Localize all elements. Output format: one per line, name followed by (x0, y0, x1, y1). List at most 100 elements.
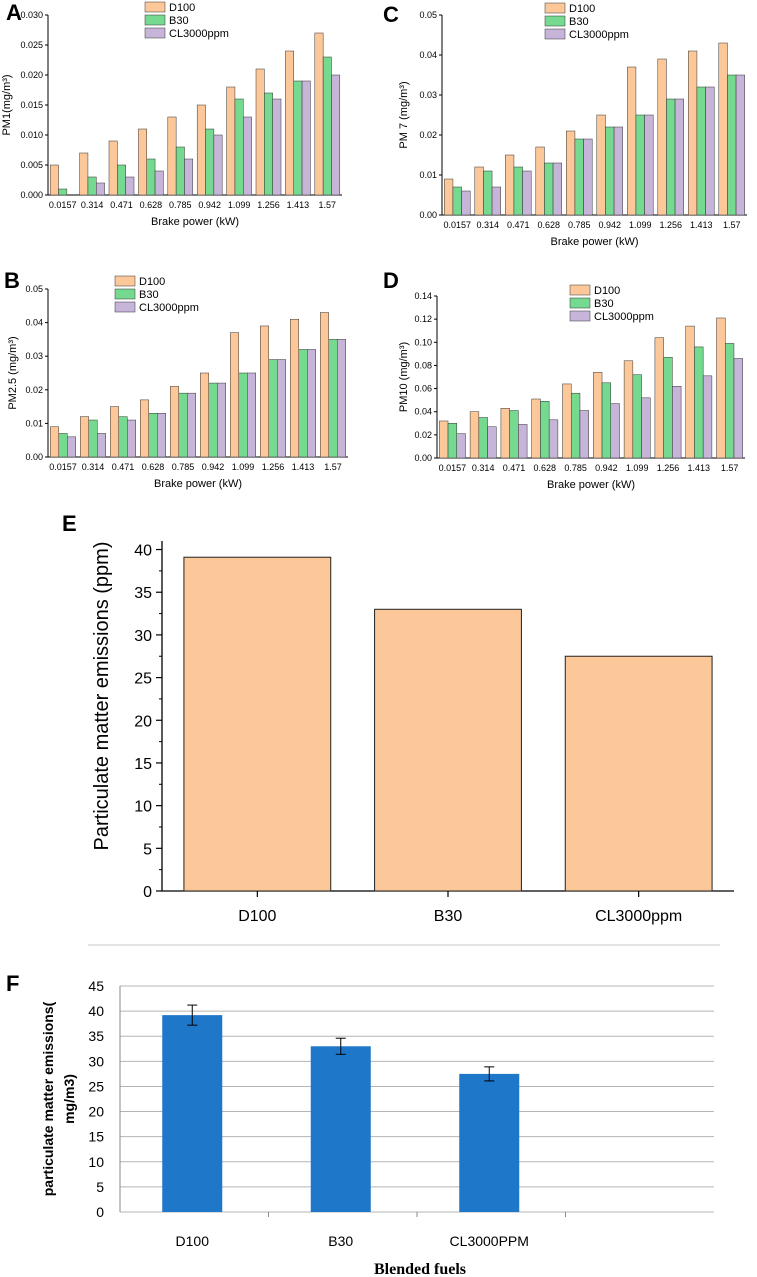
x-axis-title: Brake power (kW) (550, 236, 638, 248)
bar-b30 (234, 98, 244, 196)
y-tick-label: 0.08 (414, 360, 432, 370)
y-tick-label: 0.12 (414, 314, 432, 324)
x-tick-label: 0.628 (537, 220, 560, 230)
bar-b30 (663, 357, 673, 459)
bar-b30 (605, 126, 615, 216)
x-tick-label: CL3000ppm (595, 908, 682, 925)
y-tick-label: 0.005 (20, 160, 43, 170)
legend-label: D100 (169, 2, 195, 14)
y-tick-label: 30 (134, 628, 152, 645)
bar-d100 (49, 164, 59, 196)
bar-d100 (562, 383, 572, 459)
bar-d100 (654, 337, 664, 459)
y-tick-label: 0.015 (20, 100, 43, 110)
bar-d100 (469, 411, 480, 459)
legend-label: D100 (569, 3, 595, 15)
y-tick-label: 0.00 (414, 453, 432, 463)
bar-cl3000ppm (702, 375, 713, 459)
legend-label: B30 (169, 15, 189, 27)
x-tick-label: 0.314 (472, 463, 495, 473)
x-tick-label: 1.256 (262, 462, 285, 472)
x-axis-title: Blended fuels (374, 1261, 466, 1277)
y-tick-label: 25 (88, 1078, 104, 1094)
bar-b30 (268, 359, 278, 458)
bar-d100 (108, 140, 118, 196)
chart-panel-f: F 0 5 10 15 20 25 30 35 40 45 D100 B30 CL3000PPM part… (6, 944, 720, 1277)
x-tick-label: 0.471 (507, 220, 530, 230)
bar-d100 (685, 325, 695, 459)
bar-b30 (513, 166, 523, 216)
x-tick-label: 1.256 (657, 463, 680, 473)
y-axis-title-line1: particulate matter emissions( (40, 1001, 56, 1196)
y-tick-label: 0.03 (419, 90, 437, 100)
x-tick-label: D100 (238, 908, 276, 925)
legend-swatch-b30 (544, 15, 566, 27)
bar-cl3000ppm (583, 138, 593, 216)
bar-d100 (255, 68, 265, 196)
x-tick-label: 0.314 (82, 462, 105, 472)
x-axis-title: Brake power (kW) (151, 216, 239, 228)
panel-letter-a: A (6, 0, 22, 25)
y-tick-label: 5 (143, 841, 152, 858)
bar-d100 (200, 372, 209, 458)
bar-b30 (544, 162, 554, 216)
y-tick-label: 0.03 (25, 351, 43, 361)
y-axis-title: PM2.5 (mg/m³) (7, 336, 19, 409)
bar-b30 (88, 419, 98, 458)
bar-b30 (570, 392, 581, 459)
bar-cl3000ppm (247, 372, 256, 458)
y-tick-label: 0 (143, 884, 152, 901)
bar-cl3000ppm (564, 655, 713, 892)
y-tick-label: 0.00 (419, 210, 437, 220)
chart-panel-a: A 0.000 0.005 0.010 0.015 0.020 0.025 0.030 0.0… (1, 0, 342, 228)
bar-d100 (79, 152, 89, 196)
y-tick-label: 10 (88, 1154, 104, 1170)
x-axis-title: Brake power (kW) (547, 479, 635, 491)
bar-d100 (50, 426, 59, 458)
y-tick-label: 0.05 (25, 284, 43, 294)
bar-b30 (696, 86, 706, 216)
legend-swatch-d100 (569, 284, 591, 296)
legend-swatch-cl3000ppm (569, 310, 591, 322)
panel-letter-e: E (62, 511, 77, 536)
bar-cl3000ppm (518, 424, 528, 459)
legend-swatch-b30 (569, 297, 591, 309)
bar-cl3000ppm (705, 86, 715, 216)
x-tick-label: 1.57 (324, 462, 342, 472)
bar-cl3000ppm (613, 126, 623, 216)
bar-b30 (727, 74, 737, 216)
bar-cl3000ppm (127, 419, 136, 458)
x-tick-label: 0.628 (534, 463, 557, 473)
bar-cl3000ppm (337, 339, 346, 458)
x-axis-title: Brake power (kW) (154, 478, 242, 490)
y-tick-label: 0 (96, 1204, 104, 1220)
bar-cl3000ppm (307, 349, 316, 458)
legend-label: B30 (569, 16, 589, 28)
bar-b30 (632, 374, 642, 459)
bar-b30 (264, 92, 273, 196)
bar-cl3000ppm (487, 426, 497, 459)
bar-cl3000ppm (277, 359, 286, 458)
bar-d100 (314, 32, 324, 196)
y-tick-label: 30 (88, 1053, 104, 1069)
bar-cl3000ppm (157, 413, 166, 458)
legend-label: CL3000ppm (139, 302, 199, 314)
bar-d100 (320, 312, 329, 458)
bar-b30 (452, 186, 462, 216)
x-tick-label: 0.314 (81, 200, 104, 210)
y-tick-label: 15 (88, 1129, 104, 1145)
bar-d100 (285, 50, 294, 196)
y-tick-label: 0.06 (414, 384, 432, 394)
y-tick-label: 0.05 (419, 10, 437, 20)
legend-label: B30 (594, 298, 614, 310)
x-tick-label: D100 (176, 1233, 210, 1249)
bar-d100 (718, 42, 728, 216)
bar-cl3000ppm (154, 170, 164, 196)
y-tick-label: 0.030 (20, 10, 43, 20)
bar-b30 (724, 343, 735, 459)
bar-cl3000ppm (491, 186, 501, 216)
x-tick-label: 1.57 (723, 220, 741, 230)
legend-label: CL3000ppm (169, 28, 229, 40)
bar-cl3000ppm (217, 382, 226, 458)
legend-swatch-cl3000ppm (144, 27, 166, 39)
